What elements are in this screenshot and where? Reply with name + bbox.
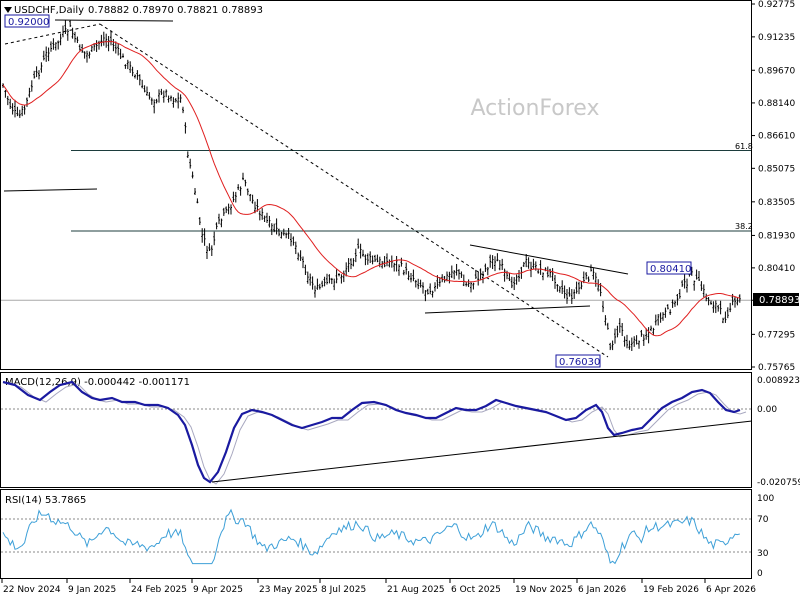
current-price-value: 0.78893	[759, 295, 800, 306]
annotation-0-92000: 0.92000	[8, 17, 49, 28]
time-tick-label: 24 Feb 2025	[131, 585, 187, 595]
time-tick-label: 22 Nov 2024	[3, 585, 61, 595]
annotation-0-76030: 0.76030	[559, 357, 600, 368]
price-axis: 0.92775 0.91235 0.89670 0.88140 0.86610 0.850…	[751, 0, 795, 373]
time-tick-label: 19 Nov 2025	[515, 585, 573, 595]
fib-382-label: 38.2	[735, 222, 753, 231]
rsi-tick-0: 0	[757, 569, 763, 579]
rsi-label: RSI(14) 53.7865	[5, 495, 86, 506]
price-tick-label: 0.83505	[758, 198, 795, 208]
time-tick-label: 6 Jan 2026	[578, 585, 626, 595]
rsi-line	[2, 508, 740, 565]
watermark: ActionForex	[471, 96, 600, 121]
channel-upper-line	[469, 244, 629, 275]
macd-label: MACD(12,26,9) -0.000442 -0.001171	[5, 377, 190, 388]
price-bars	[2, 20, 741, 351]
macd-tick-zero: 0.00	[757, 405, 777, 415]
price-tick-label: 0.89670	[758, 66, 795, 76]
time-tick-label: 6 Oct 2025	[451, 585, 501, 595]
ohlc-values: 0.78882 0.78970 0.78821 0.78893	[88, 5, 263, 16]
annotation-box-0-76030	[555, 354, 601, 368]
macd-trendline	[211, 420, 753, 483]
horizontal-ray	[3, 188, 98, 192]
dashed-line-start	[4, 23, 101, 45]
rsi-tick-30: 30	[757, 549, 769, 559]
price-panel	[0, 0, 752, 370]
annotation-0-80410: 0.80410	[650, 264, 691, 275]
time-tick-label: 6 Apr 2026	[706, 585, 756, 595]
collapse-triangle-icon[interactable]	[4, 7, 12, 13]
rsi-tick-70: 70	[757, 515, 769, 525]
current-price-tag	[753, 293, 799, 306]
macd-tick-top: 0.008923	[757, 376, 800, 386]
channel-lower-line	[424, 305, 591, 314]
price-tick-label: 0.77295	[758, 330, 795, 340]
time-axis: 22 Nov 2024 9 Jan 2025 24 Feb 2025 9 Apr 20…	[1, 579, 756, 595]
fib-618-label: 61.8	[735, 142, 753, 151]
time-tick-label: 8 Jul 2025	[321, 585, 366, 595]
price-tick-label: 0.86610	[758, 132, 795, 142]
rsi-tick-100: 100	[757, 494, 774, 504]
price-tick-label: 0.88140	[758, 99, 795, 109]
symbol-header: USDCHF,Daily	[14, 5, 84, 16]
price-tick-label: 0.81930	[758, 231, 795, 241]
time-tick-label: 19 Feb 2026	[643, 585, 699, 595]
trendlines	[1, 19, 751, 358]
macd-tick-bottom: -0.020759	[757, 478, 800, 488]
price-tick-label: 0.85075	[758, 164, 795, 174]
rsi-panel	[0, 489, 752, 579]
dashed-long-trendline	[99, 23, 609, 358]
annotation-box-0-80410	[646, 261, 692, 275]
price-tick-label: 0.80410	[758, 264, 795, 274]
time-tick-label: 9 Jan 2025	[68, 585, 116, 595]
annotation-box-0-92000	[4, 14, 50, 28]
time-tick-label: 9 Apr 2025	[193, 585, 243, 595]
moving-average-line	[2, 40, 740, 337]
price-tick-label: 0.92775	[758, 0, 795, 10]
macd-panel	[0, 372, 752, 488]
time-tick-label: 21 Aug 2025	[387, 585, 445, 595]
price-tick-label: 0.91235	[758, 33, 795, 43]
price-tick-label: 0.75765	[758, 363, 795, 373]
time-tick-label: 23 May 2025	[259, 585, 318, 595]
macd-main-line	[2, 380, 741, 484]
top-resistance-line	[54, 19, 174, 22]
